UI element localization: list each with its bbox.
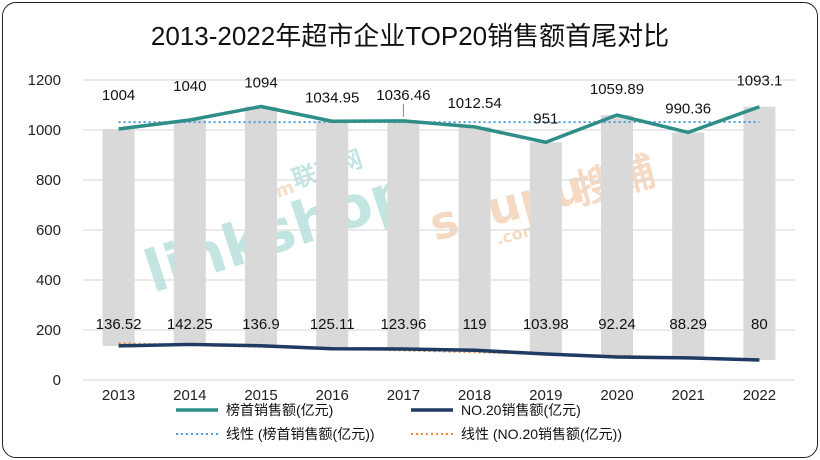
range-bar bbox=[458, 126, 491, 351]
data-label: 1036.46 bbox=[376, 87, 430, 104]
data-label: 990.36 bbox=[665, 100, 711, 117]
legend-label: 线性 (NO.20销售额(亿元)) bbox=[461, 426, 622, 442]
y-tick-label: 1200 bbox=[28, 72, 61, 89]
x-tick-label: 2022 bbox=[743, 387, 776, 404]
range-bar bbox=[743, 106, 776, 360]
data-label: 136.9 bbox=[242, 316, 280, 333]
data-label: 1059.89 bbox=[590, 81, 644, 98]
data-label: 1034.95 bbox=[305, 89, 359, 106]
chart-svg: linkshop .com 联商网 soupu .com 搜铺 2013-202… bbox=[28, 21, 795, 442]
y-tick-label: 200 bbox=[36, 322, 61, 339]
data-label: 80 bbox=[751, 316, 768, 333]
range-bar bbox=[600, 115, 634, 357]
x-tick-label: 2018 bbox=[458, 387, 491, 404]
y-tick-label: 400 bbox=[36, 272, 61, 289]
data-label: 123.96 bbox=[380, 316, 426, 333]
data-label: 1004 bbox=[102, 87, 135, 104]
data-label: 1093.1 bbox=[736, 73, 782, 90]
series-line-2 bbox=[118, 342, 760, 362]
y-tick-label: 1000 bbox=[28, 122, 61, 139]
data-label: 951 bbox=[533, 110, 558, 127]
data-label: 142.25 bbox=[167, 316, 213, 333]
x-tick-label: 2015 bbox=[244, 387, 277, 404]
legend: 榜首销售额(亿元) NO.20销售额(亿元) 线性 (榜首销售额(亿元)) 线性 (N… bbox=[176, 402, 622, 442]
x-tick-label: 2021 bbox=[672, 387, 705, 404]
bars bbox=[102, 106, 776, 360]
data-label: 125.11 bbox=[310, 316, 355, 333]
legend-label: NO.20销售额(亿元) bbox=[461, 402, 581, 418]
range-bar bbox=[387, 120, 420, 350]
y-tick-label: 800 bbox=[36, 172, 61, 189]
range-bar bbox=[316, 121, 349, 349]
range-bar bbox=[529, 142, 562, 355]
data-label: 136.52 bbox=[96, 316, 142, 333]
range-bar bbox=[102, 129, 135, 346]
y-tick-label: 0 bbox=[53, 372, 61, 389]
y-axis: 0 200 400 600 800 1000 1200 bbox=[28, 72, 61, 389]
x-tick-label: 2017 bbox=[387, 387, 420, 404]
series-lines bbox=[118, 104, 760, 362]
data-label: 1094 bbox=[244, 75, 277, 92]
data-label: 119 bbox=[463, 316, 487, 333]
x-tick-label: 2016 bbox=[316, 387, 349, 404]
range-bar bbox=[672, 132, 705, 358]
range-bar bbox=[173, 120, 206, 345]
data-labels: 1004 1040 1094 1034.95 1036.46 1012.54 951 1059… bbox=[96, 73, 783, 333]
x-axis: 2013 2014 2015 2016 2017 2018 2019 2020 2021 2022 bbox=[102, 387, 776, 404]
data-label: 88.29 bbox=[669, 316, 707, 333]
data-label: 103.98 bbox=[523, 316, 569, 333]
legend-label: 线性 (榜首销售额(亿元)) bbox=[226, 426, 375, 442]
y-tick-label: 600 bbox=[36, 222, 61, 239]
x-tick-label: 2014 bbox=[173, 387, 206, 404]
x-tick-label: 2013 bbox=[102, 387, 135, 404]
x-tick-label: 2020 bbox=[600, 387, 633, 404]
range-bar bbox=[244, 106, 278, 346]
x-tick-label: 2019 bbox=[529, 387, 562, 404]
chart-title: 2013-2022年超市企业TOP20销售额首尾对比 bbox=[151, 21, 669, 51]
series-line-1 bbox=[118, 104, 760, 144]
data-label: 1012.54 bbox=[447, 95, 501, 112]
data-label: 92.24 bbox=[598, 316, 636, 333]
data-label: 1040 bbox=[173, 78, 206, 95]
legend-label: 榜首销售额(亿元) bbox=[226, 402, 333, 418]
